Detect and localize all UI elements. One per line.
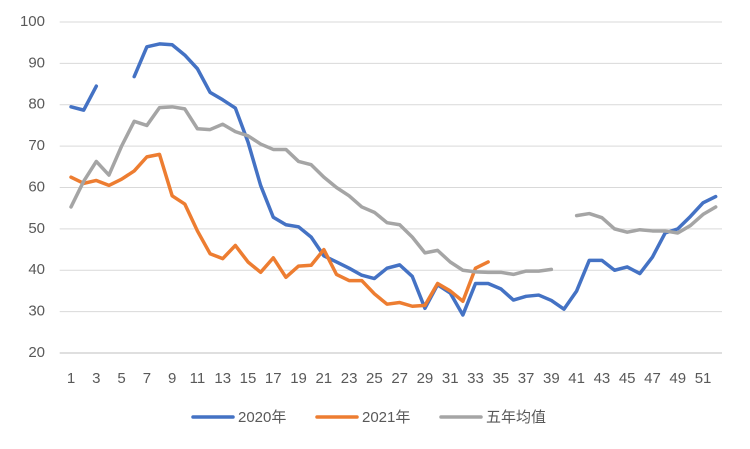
series-line	[69, 42, 718, 317]
x-tick-label: 49	[669, 370, 686, 387]
y-tick-label: 90	[28, 54, 45, 71]
x-tick-label: 27	[391, 370, 408, 387]
series-line	[69, 152, 490, 308]
x-tick-label: 5	[117, 370, 125, 387]
x-tick-label: 39	[543, 370, 560, 387]
x-tick-label: 45	[619, 370, 636, 387]
x-tick-label: 31	[442, 370, 459, 387]
x-tick-label: 15	[240, 370, 257, 387]
x-tick-label: 41	[568, 370, 585, 387]
legend-label: 2020年	[238, 409, 286, 426]
x-tick-label: 35	[492, 370, 509, 387]
x-tick-label: 47	[644, 370, 661, 387]
y-tick-label: 50	[28, 220, 45, 237]
x-tick-label: 17	[265, 370, 282, 387]
x-tick-label: 19	[290, 370, 307, 387]
x-tick-label: 37	[518, 370, 535, 387]
x-tick-label: 43	[594, 370, 611, 387]
x-tick-label: 1	[67, 370, 75, 387]
x-tick-label: 3	[92, 370, 100, 387]
legend-label: 五年均值	[486, 409, 546, 426]
y-tick-label: 40	[28, 261, 45, 278]
x-tick-label: 11	[190, 370, 206, 387]
y-tick-label: 100	[20, 13, 45, 30]
x-tick-label: 13	[214, 370, 231, 387]
y-tick-label: 80	[28, 96, 45, 113]
x-tick-label: 21	[315, 370, 332, 387]
y-tick-label: 60	[28, 178, 45, 195]
y-tick-label: 30	[28, 303, 45, 320]
x-tick-label: 9	[168, 370, 176, 387]
y-tick-label: 20	[28, 344, 45, 361]
x-tick-label: 51	[695, 370, 712, 387]
x-tick-label: 29	[417, 370, 434, 387]
x-tick-label: 33	[467, 370, 484, 387]
y-tick-label: 70	[28, 137, 45, 154]
series-line	[69, 105, 718, 277]
x-tick-label: 7	[143, 370, 151, 387]
legend-label: 2021年	[362, 409, 410, 426]
x-tick-label: 23	[341, 370, 358, 387]
x-tick-label: 25	[366, 370, 383, 387]
